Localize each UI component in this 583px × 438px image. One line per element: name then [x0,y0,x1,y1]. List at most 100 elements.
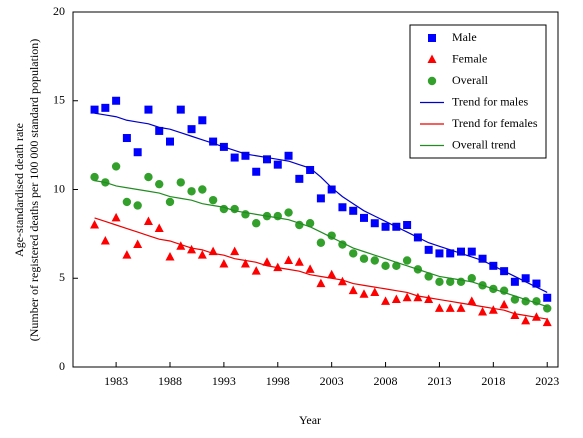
y-tick-label: 0 [59,359,65,373]
point [359,289,369,298]
y-tick-label: 20 [53,4,65,18]
point [252,167,261,176]
point [306,165,315,174]
point [230,246,240,256]
point [337,276,347,286]
point [381,261,390,271]
point [402,292,412,302]
trend-line [94,112,548,293]
legend-marker [427,54,437,63]
point [112,96,121,105]
point [370,287,380,296]
point [284,208,293,217]
point [133,239,143,249]
x-tick-label: 1998 [266,374,290,388]
point [360,213,368,222]
point [327,269,337,279]
point [165,197,175,207]
point [510,277,519,286]
point [338,240,347,249]
point [402,256,412,265]
point [166,137,174,146]
x-tick-label: 2008 [374,374,398,388]
point [111,212,121,222]
point [197,250,207,259]
legend-marker [427,76,437,86]
y-axis-label: Age-standardised death rate [12,123,26,257]
point [101,103,110,112]
trend-line [94,180,548,308]
point [165,251,175,261]
point [327,185,336,194]
point [424,294,434,304]
point [349,249,358,258]
point [316,238,326,247]
y-tick-label: 15 [53,93,65,107]
point [305,219,315,228]
x-axis-label: Year [299,413,321,427]
point [176,105,185,114]
point [208,195,218,205]
point [90,105,99,114]
point [294,257,304,266]
x-tick-label: 1988 [158,374,182,388]
point [370,256,379,265]
point [219,259,229,268]
point [219,204,229,214]
point [413,292,423,302]
point [100,235,110,245]
point [176,241,186,250]
point [305,264,315,273]
point [295,174,304,183]
point [90,172,99,182]
point [209,137,218,146]
point [316,194,325,203]
point [241,151,250,160]
point [542,317,552,327]
x-tick-label: 2013 [427,374,451,388]
point [176,178,185,187]
point [262,257,272,266]
point [122,197,132,207]
point [381,296,391,305]
point [154,223,164,233]
point [392,261,401,271]
point [230,204,239,214]
point [198,185,207,194]
point [457,247,465,256]
point [187,187,196,196]
point [467,274,476,283]
point [230,153,239,162]
point [252,219,261,228]
point [446,277,455,286]
point [187,244,197,254]
point [424,272,433,281]
point [403,221,412,229]
point [187,125,196,134]
point [144,172,153,182]
y-tick-label: 10 [53,181,65,195]
x-tick-label: 1983 [104,374,128,388]
point [284,255,294,264]
point [316,278,326,288]
point [122,134,131,143]
point [90,220,100,229]
point [467,247,476,256]
point [478,254,487,263]
point [133,148,142,157]
point [543,293,552,302]
point [273,211,282,221]
point [273,160,282,169]
point [434,303,444,312]
point [445,303,455,312]
legend-label: Trend for males [452,94,529,108]
legend-label: Overall [452,73,489,87]
point [381,222,390,231]
point [467,296,477,305]
point [521,315,531,325]
point [111,162,121,171]
legend-label: Overall trend [452,137,516,151]
point [155,126,164,135]
point [327,231,336,240]
